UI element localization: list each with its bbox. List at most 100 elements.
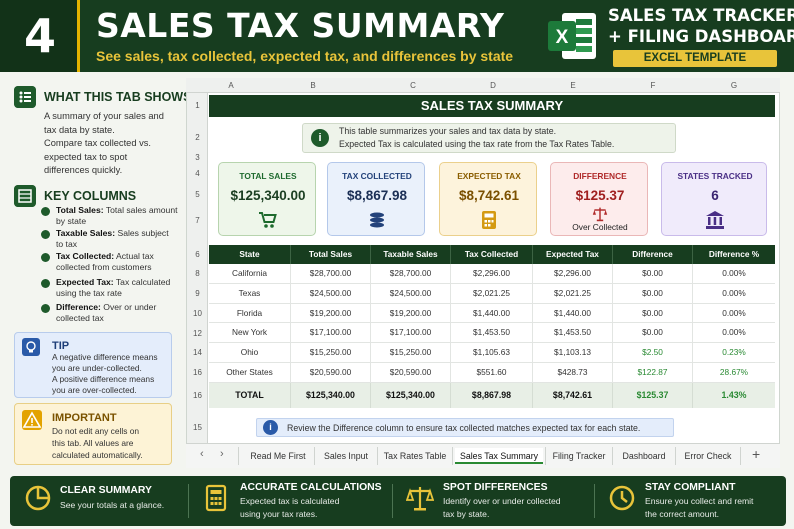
tab-sales-input[interactable]: Sales Input bbox=[323, 451, 368, 461]
tab-read-me-first[interactable]: Read Me First bbox=[250, 451, 306, 461]
step-badge bbox=[0, 0, 80, 72]
list-item: Total Sales: Total sales amount by state bbox=[56, 205, 178, 227]
table-cell[interactable]: $20,590.00 bbox=[371, 363, 451, 383]
total-cell[interactable]: $125.37 bbox=[613, 383, 693, 408]
row-header[interactable]: 15 bbox=[193, 423, 202, 432]
state-cell[interactable]: Other States bbox=[209, 363, 291, 383]
check-icon bbox=[41, 304, 50, 313]
header-state[interactable]: State bbox=[209, 245, 291, 264]
table-cell[interactable]: $0.00 bbox=[613, 303, 693, 324]
column-header-g[interactable]: G bbox=[730, 81, 738, 90]
tab-dashboard[interactable]: Dashboard bbox=[622, 451, 666, 461]
table-cell[interactable]: $1,453.50 bbox=[451, 323, 533, 344]
state-cell[interactable]: Ohio bbox=[209, 343, 291, 363]
row-header[interactable]: 16 bbox=[193, 368, 202, 377]
column-header-d[interactable]: D bbox=[490, 81, 496, 90]
states-tracked-card: STATES TRACKED 6 bbox=[661, 162, 767, 236]
list-item: Taxable Sales: Sales subject to tax bbox=[56, 228, 169, 250]
table-cell[interactable]: $1,105.63 bbox=[451, 343, 533, 363]
expected-tax-card: EXPECTED TAX $8,742.61 bbox=[439, 162, 537, 236]
table-cell[interactable]: $20,590.00 bbox=[291, 363, 371, 383]
table-cell[interactable]: 0.00% bbox=[693, 304, 775, 324]
tab-divider bbox=[314, 447, 315, 465]
state-cell[interactable]: California bbox=[209, 264, 291, 284]
tab-filing-tracker[interactable]: Filing Tracker bbox=[552, 451, 606, 461]
row-header[interactable]: 7 bbox=[195, 216, 200, 225]
total-cell[interactable]: 1.43% bbox=[693, 383, 775, 408]
table-cell[interactable]: $0.00 bbox=[613, 323, 693, 344]
row-header[interactable]: 4 bbox=[195, 169, 200, 178]
table-cell[interactable]: $551.60 bbox=[451, 363, 533, 383]
tab-scroll-left-icon[interactable]: ‹ bbox=[200, 448, 204, 460]
table-cell[interactable]: $2,296.00 bbox=[533, 264, 613, 284]
tab-sales-tax-summary[interactable]: Sales Tax Summary bbox=[455, 448, 543, 464]
table-cell[interactable]: $2,296.00 bbox=[451, 264, 533, 284]
table-cell[interactable]: $24,500.00 bbox=[291, 283, 371, 304]
table-cell[interactable]: $28,700.00 bbox=[291, 264, 371, 284]
table-cell[interactable]: $15,250.00 bbox=[291, 343, 371, 363]
row-header[interactable]: 12 bbox=[193, 329, 202, 338]
total-cell[interactable]: $8,867.98 bbox=[451, 383, 533, 408]
feature-footer bbox=[10, 476, 786, 526]
table-cell[interactable]: $2,021.25 bbox=[533, 283, 613, 304]
row-header[interactable]: 16 bbox=[193, 391, 202, 400]
table-cell[interactable]: $28,700.00 bbox=[371, 264, 451, 284]
row-header[interactable]: 6 bbox=[195, 250, 200, 259]
header-difference[interactable]: Difference bbox=[613, 245, 693, 264]
table-cell[interactable]: $122.87 bbox=[613, 363, 693, 383]
total-cell[interactable]: $8,742.61 bbox=[533, 383, 613, 408]
table-cell[interactable]: $428.73 bbox=[533, 363, 613, 383]
table-cell[interactable]: $1,440.00 bbox=[451, 303, 533, 324]
table-cell[interactable]: $1,453.50 bbox=[533, 323, 613, 344]
column-header-f[interactable]: F bbox=[650, 81, 656, 90]
column-header-a[interactable]: A bbox=[228, 81, 234, 90]
table-cell[interactable]: $17,100.00 bbox=[291, 323, 371, 344]
row-header[interactable]: 5 bbox=[195, 190, 200, 199]
state-cell[interactable]: Texas bbox=[209, 283, 291, 304]
table-cell[interactable]: 28.67% bbox=[693, 363, 775, 383]
table-cell[interactable]: 0.23% bbox=[693, 343, 775, 363]
table-cell[interactable]: $1,103.13 bbox=[533, 343, 613, 363]
list-item: Tax Collected: Actual tax collected from … bbox=[56, 251, 154, 273]
feature-text: using your tax rates. bbox=[240, 509, 318, 519]
state-cell[interactable]: New York bbox=[209, 323, 291, 344]
tab-scroll-right-icon[interactable]: › bbox=[220, 448, 224, 460]
table-cell[interactable]: $24,500.00 bbox=[371, 283, 451, 304]
row-header[interactable]: 14 bbox=[193, 348, 202, 357]
tab-divider bbox=[545, 447, 546, 465]
tab-tax-rates-table[interactable]: Tax Rates Table bbox=[383, 451, 447, 461]
add-sheet-icon[interactable]: + bbox=[752, 446, 761, 462]
table-cell[interactable]: $2,021.25 bbox=[451, 283, 533, 304]
table-cell[interactable]: 0.00% bbox=[693, 264, 775, 284]
column-header-c[interactable]: C bbox=[410, 81, 416, 90]
column-header-b[interactable]: B bbox=[310, 81, 316, 90]
header-total-sales[interactable]: Total Sales bbox=[291, 245, 371, 264]
header-tax-collected[interactable]: Tax Collected bbox=[451, 245, 533, 264]
total-cell[interactable]: $125,340.00 bbox=[371, 383, 451, 408]
table-cell[interactable]: $1,440.00 bbox=[533, 303, 613, 324]
row-header[interactable]: 8 bbox=[195, 269, 200, 278]
column-header-e[interactable]: E bbox=[570, 81, 576, 90]
table-cell[interactable]: $0.00 bbox=[613, 264, 693, 284]
row-header[interactable]: 9 bbox=[195, 289, 200, 298]
header-taxable-sales[interactable]: Taxable Sales bbox=[371, 245, 451, 264]
table-cell[interactable]: $2.50 bbox=[613, 343, 693, 363]
state-cell[interactable]: Florida bbox=[209, 303, 291, 324]
header-expected-tax[interactable]: Expected Tax bbox=[533, 245, 613, 264]
row-header[interactable]: 1 bbox=[195, 101, 200, 110]
table-cell[interactable]: 0.00% bbox=[693, 284, 775, 304]
row-header[interactable]: 2 bbox=[195, 133, 200, 142]
table-cell[interactable]: 0.00% bbox=[693, 323, 775, 344]
header-difference-pct[interactable]: Difference % bbox=[693, 245, 775, 264]
table-cell[interactable]: $15,250.00 bbox=[371, 343, 451, 363]
tab-error-check[interactable]: Error Check bbox=[684, 451, 732, 461]
table-cell[interactable]: $17,100.00 bbox=[371, 323, 451, 344]
table-cell[interactable]: $19,200.00 bbox=[291, 303, 371, 324]
info-line-1: This table summarizes your sales and tax… bbox=[339, 126, 557, 136]
total-label[interactable]: TOTAL bbox=[209, 383, 291, 408]
total-cell[interactable]: $125,340.00 bbox=[291, 383, 371, 408]
table-cell[interactable]: $0.00 bbox=[613, 283, 693, 304]
table-cell[interactable]: $19,200.00 bbox=[371, 303, 451, 324]
row-header[interactable]: 3 bbox=[195, 153, 200, 162]
row-header[interactable]: 10 bbox=[193, 309, 202, 318]
